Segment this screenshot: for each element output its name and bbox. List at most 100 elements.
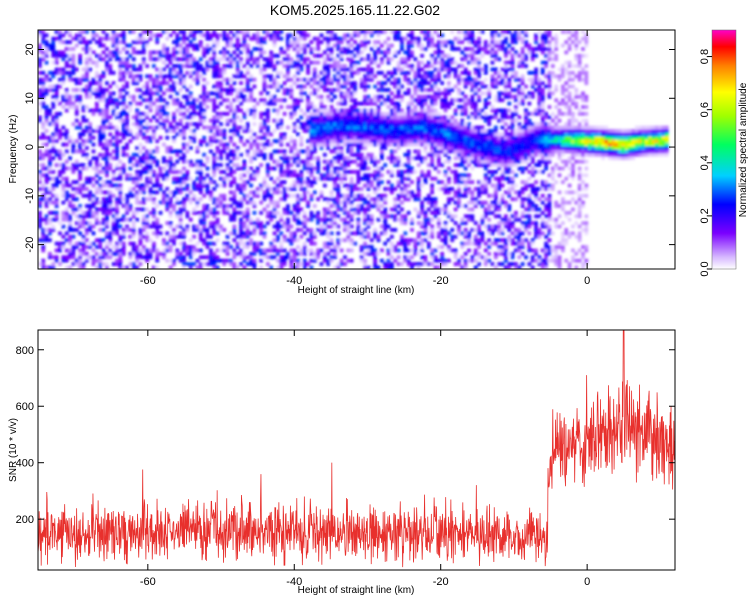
heatmap-cell: [74, 108, 79, 113]
heatmap-cell: [410, 248, 414, 253]
heatmap-cell: [396, 132, 401, 137]
heatmap-cell: [326, 64, 331, 68]
heatmap-cell: [91, 214, 96, 219]
heatmap-cell: [48, 238, 52, 243]
heatmap-cell: [349, 224, 354, 229]
heatmap-cell: [222, 98, 227, 103]
heatmap-cell: [188, 238, 193, 243]
heatmap-cell: [61, 67, 66, 72]
heatmap-cell: [88, 91, 93, 96]
heatmap-cell: [138, 77, 143, 82]
heatmap-cell: [286, 77, 290, 82]
heatmap-cell: [44, 111, 49, 116]
heatmap-cell: [205, 231, 210, 236]
heatmap-cell: [322, 135, 327, 140]
heatmap-cell: [420, 105, 424, 109]
heatmap-cell: [336, 265, 341, 269]
heatmap-cell: [138, 74, 143, 79]
heatmap-cell: [366, 234, 371, 239]
heatmap-cell: [212, 258, 217, 263]
heatmap-cell: [115, 53, 119, 58]
heatmap-cell: [460, 50, 465, 55]
heatmap-cell: [232, 50, 237, 55]
heatmap-cell: [336, 60, 341, 65]
heatmap-cell: [430, 234, 435, 239]
heatmap-cell: [148, 33, 153, 38]
heatmap-cell: [463, 139, 468, 144]
heatmap-cell: [61, 224, 66, 229]
heatmap-cell: [359, 67, 364, 72]
heatmap-cell: [155, 159, 160, 164]
heatmap-cell: [51, 84, 56, 89]
heatmap-cell: [212, 241, 217, 246]
heatmap-cell: [349, 53, 354, 58]
heatmap-cell: [400, 234, 404, 239]
heatmap-cell: [84, 74, 89, 79]
heatmap-cell: [101, 50, 106, 55]
heatmap-cell: [296, 152, 300, 157]
heatmap-cell: [440, 135, 445, 140]
heatmap-cell: [141, 245, 146, 249]
heatmap-cell: [353, 210, 357, 215]
heatmap-cell: [78, 135, 82, 140]
heatmap-cell: [239, 183, 243, 188]
heatmap-cell: [118, 248, 123, 253]
heatmap-cell: [205, 241, 210, 246]
heatmap-cell: [138, 122, 143, 126]
heatmap-cell: [453, 152, 458, 157]
heatmap-cell: [406, 258, 411, 263]
heatmap-cell: [78, 169, 82, 174]
heatmap-cell: [450, 57, 455, 62]
heatmap-cell: [71, 105, 76, 109]
heatmap-cell: [349, 241, 354, 246]
heatmap-cell: [379, 214, 384, 219]
heatmap-cell: [346, 228, 351, 232]
heatmap-cell: [222, 248, 227, 253]
heatmap-cell: [286, 67, 290, 72]
heatmap-cell: [346, 111, 351, 116]
heatmap-cell: [195, 228, 200, 232]
heatmap-cell: [279, 183, 284, 188]
heatmap-cell: [84, 57, 89, 62]
heatmap-cell: [400, 122, 404, 126]
heatmap-cell: [420, 122, 424, 126]
heatmap-cell: [242, 245, 247, 249]
heatmap-cell: [51, 74, 56, 79]
heatmap-cell: [406, 238, 411, 243]
heatmap-cell: [219, 111, 223, 116]
heatmap-cell: [41, 262, 46, 266]
heatmap-cell: [336, 176, 341, 181]
heatmap-cell: [410, 81, 414, 86]
heatmap-cell: [51, 70, 56, 75]
heatmap-cell: [151, 248, 156, 253]
heatmap-cell: [38, 180, 42, 185]
heatmap-cell: [145, 98, 150, 103]
heatmap-cell: [242, 94, 247, 99]
heatmap-cell: [343, 81, 347, 86]
heatmap-cell: [41, 173, 46, 178]
heatmap-cell: [460, 159, 465, 164]
heatmap-cell: [185, 94, 190, 99]
heatmap-cell: [192, 47, 196, 51]
heatmap-cell: [115, 258, 119, 263]
heatmap-cell: [232, 176, 237, 181]
heatmap-cell: [346, 40, 351, 45]
heatmap-cell: [105, 231, 109, 236]
heatmap-cell: [272, 245, 277, 249]
heatmap-cell: [286, 169, 290, 174]
heatmap-cell: [235, 204, 240, 208]
heatmap-cell: [71, 197, 76, 202]
heatmap-cell: [440, 129, 445, 133]
heatmap-cell: [38, 238, 42, 243]
heatmap-cell: [326, 125, 331, 130]
heatmap-cell: [416, 180, 421, 185]
heatmap-cell: [356, 47, 361, 51]
heatmap-cell: [436, 129, 441, 133]
heatmap-cell: [252, 258, 257, 263]
heatmap-cell: [309, 139, 314, 144]
heatmap-cell: [198, 183, 203, 188]
heatmap-cell: [98, 169, 103, 174]
heatmap-cell: [262, 125, 267, 130]
heatmap-cell: [239, 176, 243, 181]
heatmap-cell: [326, 108, 331, 113]
